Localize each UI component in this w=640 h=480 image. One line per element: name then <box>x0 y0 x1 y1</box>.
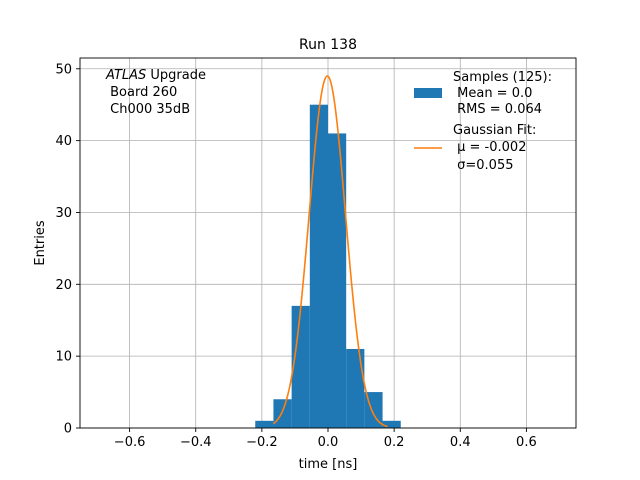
legend-rms: RMS = 0.064 <box>453 102 542 117</box>
legend-fit-title: Gaussian Fit: <box>453 123 536 138</box>
x-axis-label: time [ns] <box>299 457 358 472</box>
x-tick-label: −0.6 <box>114 435 146 450</box>
legend-samples-title: Samples (125): <box>453 70 552 85</box>
legend-sigma: σ=0.055 <box>453 158 513 173</box>
y-tick-label: 10 <box>55 350 72 365</box>
y-tick-label: 40 <box>55 134 72 149</box>
histogram-bar <box>309 104 328 428</box>
legend-histogram-swatch <box>414 88 442 98</box>
annotation-channel: Ch000 35dB <box>106 102 190 117</box>
legend-mu: μ = -0.002 <box>453 140 526 155</box>
x-axis-ticks: −0.6 −0.4 −0.2 0.0 0.2 0.4 0.6 <box>114 428 537 450</box>
x-tick-label: −0.4 <box>180 435 212 450</box>
histogram-bar <box>328 133 347 428</box>
atlas-annotation: ATLAS Upgrade Board 260 Ch000 35dB <box>105 68 206 117</box>
x-tick-label: 0.2 <box>384 435 405 450</box>
x-tick-label: 0.4 <box>450 435 471 450</box>
histogram-bar <box>346 348 365 428</box>
x-tick-label: 0.0 <box>318 435 339 450</box>
grid-lines <box>80 58 576 429</box>
y-axis-label: Entries <box>33 220 48 266</box>
histogram-bars <box>255 104 401 428</box>
annotation-upgrade-text: Upgrade <box>146 68 206 83</box>
chart-title: Run 138 <box>299 37 357 53</box>
svg-text:ATLAS Upgrade: ATLAS Upgrade <box>105 68 206 83</box>
legend: Samples (125): Mean = 0.0 RMS = 0.064 Ga… <box>414 70 552 173</box>
histogram-bar <box>255 420 274 428</box>
histogram-bar <box>273 399 292 428</box>
y-tick-label: 30 <box>55 206 72 221</box>
histogram-bar <box>291 305 310 428</box>
x-tick-label: −0.2 <box>246 435 278 450</box>
legend-mean: Mean = 0.0 <box>453 86 532 101</box>
x-tick-label: 0.6 <box>516 435 537 450</box>
y-axis-ticks: 0 10 20 30 40 50 <box>55 62 80 437</box>
y-tick-label: 50 <box>55 62 72 77</box>
histogram-bar <box>382 420 401 428</box>
y-tick-label: 0 <box>64 422 72 437</box>
y-tick-label: 20 <box>55 278 72 293</box>
annotation-atlas-italic: ATLAS <box>105 68 146 83</box>
gaussian-fit-curve <box>272 75 388 428</box>
annotation-board: Board 260 <box>106 85 177 100</box>
